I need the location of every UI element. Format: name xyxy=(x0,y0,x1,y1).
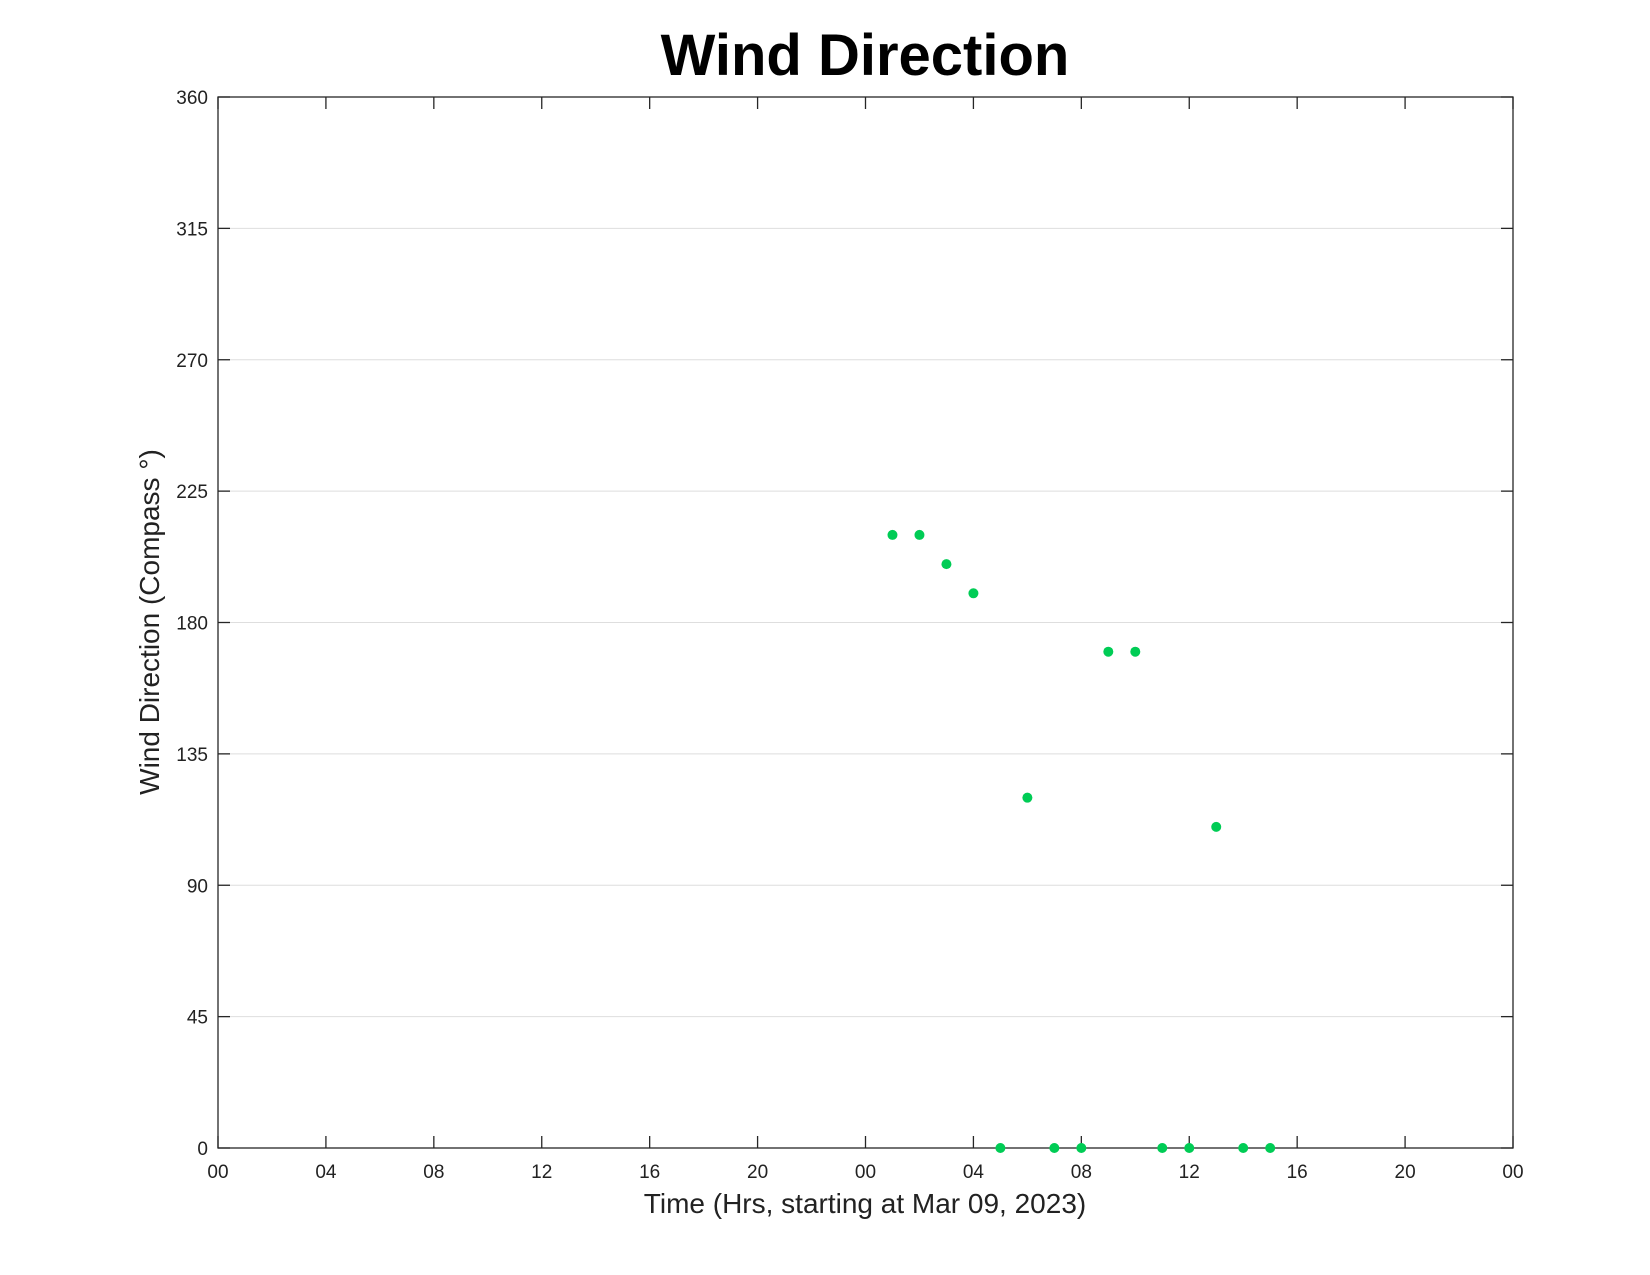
data-point xyxy=(1022,792,1033,803)
x-tick-label: 16 xyxy=(1287,1162,1308,1183)
y-tick-label: 135 xyxy=(176,745,208,766)
x-tick-label: 12 xyxy=(531,1162,552,1183)
x-axis-label: Time (Hrs, starting at Mar 09, 2023) xyxy=(644,1188,1086,1219)
data-point xyxy=(1184,1143,1195,1153)
data-point xyxy=(1076,1143,1087,1153)
y-tick-label: 45 xyxy=(187,1008,208,1029)
x-tick-label: 00 xyxy=(855,1162,876,1183)
x-tick-label: 04 xyxy=(963,1162,985,1183)
data-point xyxy=(1049,1143,1060,1153)
y-tick-label: 315 xyxy=(176,219,208,240)
data-point xyxy=(968,588,979,599)
data-points xyxy=(887,529,1276,1153)
axis-ticks: 0 45 90 135 180 225 270 315 360 00 04 08 12 16 20 00 04 0… xyxy=(176,88,1523,1183)
data-point xyxy=(1211,821,1222,832)
chart-title: Wind Direction xyxy=(661,23,1070,88)
y-axis-label: Wind Direction (Compass °) xyxy=(134,449,165,795)
data-point xyxy=(1265,1143,1276,1153)
x-tick-label: 00 xyxy=(1502,1162,1523,1183)
x-tick-label: 16 xyxy=(639,1162,660,1183)
data-point xyxy=(995,1143,1006,1153)
x-tick-label: 20 xyxy=(1395,1162,1416,1183)
y-tick-label: 360 xyxy=(176,88,208,109)
data-point xyxy=(914,529,925,540)
data-point xyxy=(1103,646,1114,657)
x-tick-label: 20 xyxy=(747,1162,768,1183)
x-tick-label: 12 xyxy=(1179,1162,1200,1183)
data-point xyxy=(941,559,952,570)
y-tick-label: 0 xyxy=(197,1139,208,1160)
data-point xyxy=(1157,1143,1168,1153)
y-tick-label: 225 xyxy=(176,482,208,503)
data-point xyxy=(1130,646,1141,657)
x-tick-label: 08 xyxy=(423,1162,444,1183)
grid-lines xyxy=(218,227,1513,1018)
y-tick-label: 90 xyxy=(187,876,208,897)
x-tick-label: 04 xyxy=(315,1162,337,1183)
data-point xyxy=(887,529,898,540)
x-tick-label: 00 xyxy=(207,1162,228,1183)
y-tick-label: 270 xyxy=(176,351,208,372)
x-tick-label: 08 xyxy=(1071,1162,1092,1183)
y-tick-label: 180 xyxy=(176,614,208,635)
data-point xyxy=(1238,1143,1249,1153)
